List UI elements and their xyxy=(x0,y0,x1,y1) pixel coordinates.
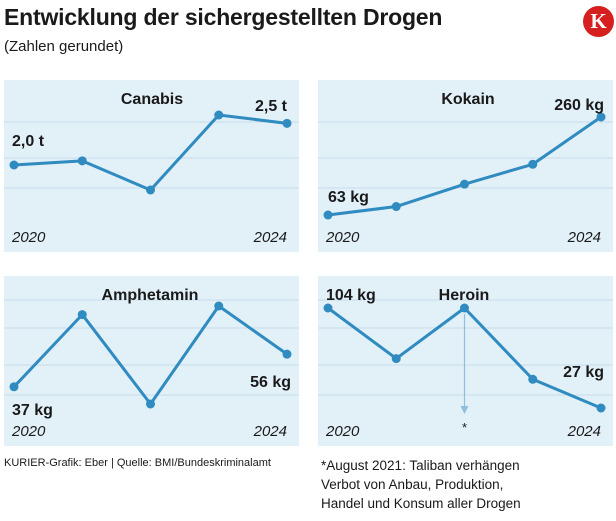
data-point xyxy=(9,382,19,392)
end-value-label: 27 kg xyxy=(563,364,604,381)
data-point xyxy=(391,354,401,364)
panel-title: Amphetamin xyxy=(102,287,199,304)
data-point xyxy=(282,118,292,128)
end-value-label: 56 kg xyxy=(250,374,291,391)
data-point xyxy=(460,303,469,313)
data-point xyxy=(528,159,538,169)
chart-panel-kokain: Kokain 63 kg 260 kg 2020 2024 xyxy=(318,80,613,252)
chart-panel-heroin: * Heroin 104 kg 27 kg 2020 2024 xyxy=(318,276,613,446)
x-tick-label: 2024 xyxy=(567,229,601,246)
data-point xyxy=(77,156,87,166)
data-point xyxy=(214,110,224,120)
data-point xyxy=(596,403,606,413)
annotation-marker: * xyxy=(462,420,467,435)
data-point xyxy=(9,160,19,170)
chart-panel-canabis: Canabis 2,0 t 2,5 t 2020 2024 xyxy=(4,80,299,252)
panel-background xyxy=(4,80,299,252)
panel-background xyxy=(4,276,299,446)
x-tick-label: 2020 xyxy=(11,229,46,246)
data-point xyxy=(391,202,401,212)
data-point xyxy=(146,185,155,195)
footnote-line: Verbot von Anbau, Produktion, xyxy=(321,477,504,492)
x-tick-label: 2020 xyxy=(325,423,360,440)
panel-title: Canabis xyxy=(121,91,183,108)
footnote: *August 2021: Taliban verhängen Verbot v… xyxy=(321,456,611,513)
end-value-label: 2,5 t xyxy=(255,98,288,115)
kurier-logo: K xyxy=(583,6,614,37)
x-tick-label: 2024 xyxy=(567,423,601,440)
data-point xyxy=(323,210,333,220)
chart-title: Entwicklung der sichergestellten Drogen xyxy=(4,4,443,30)
data-point xyxy=(77,310,87,320)
footnote-line: Handel und Konsum aller Drogen xyxy=(321,496,521,511)
x-tick-label: 2020 xyxy=(11,423,46,440)
end-value-label: 260 kg xyxy=(554,97,604,114)
panel-title: Heroin xyxy=(439,287,490,304)
panel-title: Kokain xyxy=(441,91,494,108)
start-value-label: 2,0 t xyxy=(12,133,45,150)
chart-subtitle: (Zahlen gerundet) xyxy=(4,38,124,55)
panel-background xyxy=(318,80,613,252)
start-value-label: 104 kg xyxy=(326,287,376,304)
annotation-arrow-head xyxy=(460,406,469,414)
start-value-label: 63 kg xyxy=(328,189,369,206)
x-tick-label: 2020 xyxy=(325,229,360,246)
data-point xyxy=(528,374,538,384)
data-point xyxy=(596,112,606,122)
source-credit: KURIER-Grafik: Eber | Quelle: BMI/Bundes… xyxy=(4,457,271,469)
data-point xyxy=(282,349,292,359)
chart-panel-amphetamin: Amphetamin 37 kg 56 kg 2020 2024 xyxy=(4,276,299,446)
start-value-label: 37 kg xyxy=(12,402,53,419)
x-tick-label: 2024 xyxy=(253,229,287,246)
x-tick-label: 2024 xyxy=(253,423,287,440)
data-point xyxy=(214,301,224,311)
data-point xyxy=(323,303,333,313)
data-point xyxy=(146,399,155,409)
data-point xyxy=(460,179,469,189)
footnote-line: *August 2021: Taliban verhängen xyxy=(321,458,520,473)
